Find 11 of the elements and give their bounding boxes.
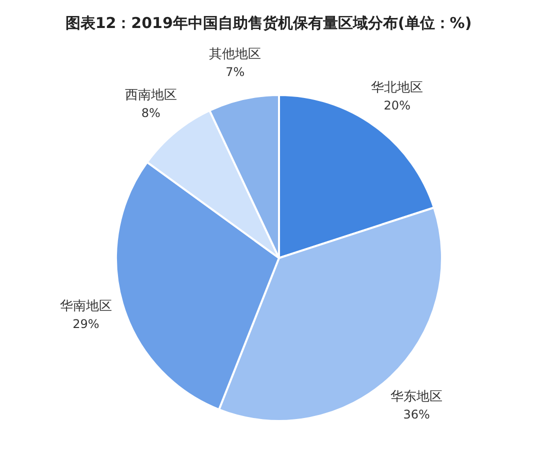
data-label: 36%	[403, 408, 430, 422]
slice-label: 华东地区	[390, 390, 443, 405]
slice-label: 华南地区	[60, 299, 112, 314]
data-label: 8%	[141, 106, 160, 120]
data-label: 29%	[72, 317, 100, 332]
slice-label: 华北地区	[371, 80, 424, 96]
chart-title: 图表12：2019年中国自助售货机保有量区域分布(单位：%)	[65, 14, 472, 32]
data-label: 20%	[384, 98, 410, 112]
slice-label: 西南地区	[124, 88, 177, 104]
slice-label: 其他地区	[209, 46, 262, 62]
data-label: 7%	[226, 64, 245, 79]
